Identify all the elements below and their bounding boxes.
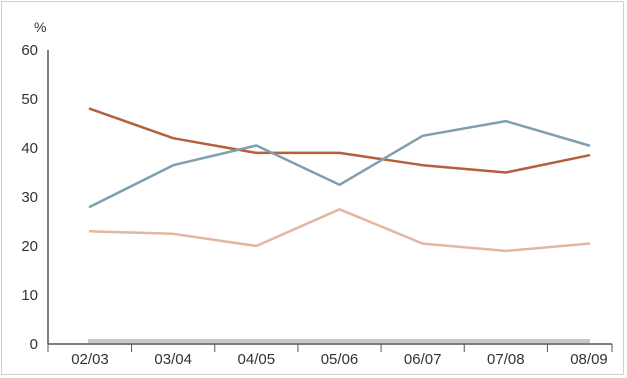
x-tick-label: 06/07 <box>404 351 442 368</box>
y-tick-label: 0 <box>30 336 38 353</box>
x-tick-label: 03/04 <box>154 351 192 368</box>
series-line <box>88 107 591 174</box>
y-axis-unit-label: % <box>34 19 46 35</box>
y-tick-label: 50 <box>21 91 38 108</box>
series-line <box>88 119 591 209</box>
x-tick-label: 07/08 <box>487 351 525 368</box>
y-axis-ticks: 0 10 20 30 40 50 60 <box>21 42 38 353</box>
y-tick-label: 60 <box>21 42 38 59</box>
y-tick-label: 30 <box>21 189 38 206</box>
chart-axes <box>47 50 612 345</box>
series-line <box>88 208 591 253</box>
x-tick-label: 05/06 <box>321 351 359 368</box>
x-tick-label: 08/09 <box>570 351 608 368</box>
y-tick-label: 10 <box>21 287 38 304</box>
y-tick-label: 40 <box>21 140 38 157</box>
x-axis-ticks: 02/03 03/04 04/05 05/06 06/07 07/08 08/09 <box>47 344 613 368</box>
x-tick-label: 04/05 <box>238 351 276 368</box>
chart-series <box>88 107 591 253</box>
x-tick-label: 02/03 <box>71 351 109 368</box>
y-tick-label: 20 <box>21 238 38 255</box>
